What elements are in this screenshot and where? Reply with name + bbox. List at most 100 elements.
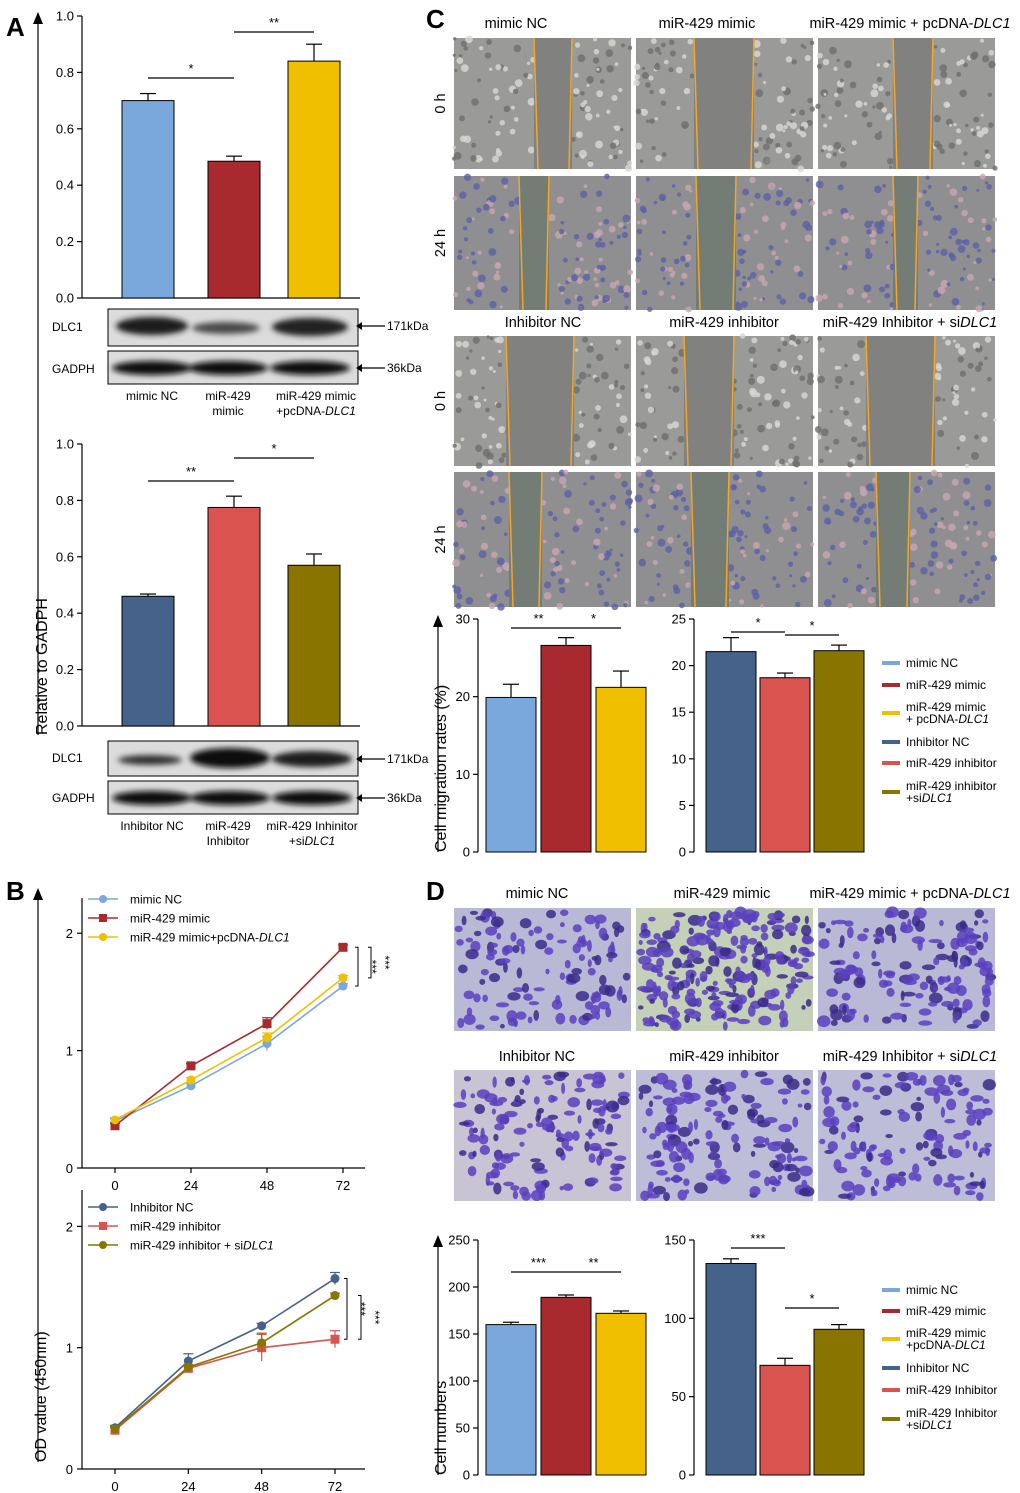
stained-cell	[643, 922, 648, 932]
cell	[870, 238, 877, 245]
cell	[488, 248, 497, 256]
cell	[676, 483, 684, 491]
cell	[833, 66, 838, 71]
cell	[807, 296, 815, 304]
cell	[949, 188, 958, 196]
stained-cell	[650, 1160, 665, 1167]
cell	[488, 366, 494, 371]
stained-cell	[740, 945, 747, 954]
cell	[799, 109, 806, 116]
cell	[966, 273, 974, 281]
stained-cell	[781, 1098, 788, 1105]
stained-cell	[605, 1142, 618, 1147]
stained-cell	[801, 1005, 806, 1010]
cell	[992, 165, 998, 171]
cell	[580, 91, 585, 96]
column-header: miR-429 mimic	[659, 16, 756, 32]
western-blot-top: DLC1 GADPH 171kDa 36kDa mimic NC miR-429m…	[52, 308, 429, 418]
cell	[805, 224, 813, 232]
cell	[595, 113, 600, 118]
stained-cell	[654, 1022, 659, 1028]
blot-top-gadph-label: GADPH	[52, 362, 95, 376]
stained-cell	[489, 972, 501, 983]
cell	[476, 207, 482, 213]
stained-cell	[972, 1019, 982, 1027]
blot-band	[190, 791, 270, 805]
cell	[793, 365, 802, 374]
cell	[928, 269, 935, 276]
cell	[782, 521, 791, 530]
stained-cell	[690, 950, 702, 959]
stained-cell	[914, 1173, 922, 1182]
cell	[808, 456, 812, 460]
cell	[984, 336, 992, 343]
y-tick-label: 50	[456, 1421, 470, 1436]
cell	[671, 421, 680, 429]
stained-cell	[707, 995, 720, 1001]
cell	[973, 594, 980, 601]
data-point	[330, 1274, 340, 1284]
stained-cell	[527, 1016, 533, 1024]
cell	[742, 188, 750, 196]
cell	[595, 140, 604, 149]
stained-cell	[605, 1006, 612, 1018]
significance-label: ***	[378, 956, 392, 970]
stained-cell	[836, 1166, 848, 1174]
cell	[594, 527, 601, 534]
cell	[979, 173, 986, 180]
cell	[982, 227, 986, 231]
cell	[498, 426, 506, 434]
cell	[479, 573, 484, 578]
cell	[498, 495, 506, 504]
cell	[783, 125, 788, 130]
cell	[623, 363, 630, 369]
cell	[500, 215, 506, 222]
cell	[460, 437, 465, 442]
cell	[550, 571, 556, 577]
cell	[953, 123, 957, 127]
cell	[851, 140, 857, 146]
stained-cell	[456, 938, 464, 946]
stained-cell	[574, 1087, 586, 1093]
stained-cell	[883, 980, 893, 987]
stained-cell	[673, 912, 686, 918]
cell	[737, 233, 742, 238]
cell	[976, 188, 980, 192]
y-tick-label: 1	[66, 1044, 73, 1059]
cell	[486, 470, 494, 478]
stained-cell	[872, 933, 883, 938]
legend-marker	[99, 895, 107, 903]
wound-edge-line	[505, 335, 511, 467]
stained-cell	[860, 1072, 873, 1080]
cell	[780, 221, 787, 228]
cell	[793, 455, 800, 462]
cell	[822, 211, 828, 217]
cell	[608, 154, 613, 160]
stained-cell	[899, 1002, 912, 1007]
cell	[789, 122, 798, 130]
cell	[741, 281, 748, 287]
cell	[564, 298, 571, 305]
cell	[683, 87, 691, 95]
cell	[795, 601, 801, 608]
stained-cell	[944, 1118, 956, 1124]
cell	[922, 230, 929, 237]
cell	[769, 132, 776, 140]
cell	[473, 183, 480, 190]
stained-cell	[966, 1101, 974, 1110]
cell	[749, 202, 754, 207]
stained-cell	[522, 983, 530, 993]
stained-cell	[533, 1096, 540, 1105]
cell	[883, 62, 890, 68]
stained-cell	[986, 967, 993, 977]
stained-cell	[760, 924, 768, 933]
stained-cell	[898, 1171, 907, 1177]
cell	[675, 66, 683, 74]
blot-band	[118, 755, 182, 765]
stained-cell	[725, 920, 735, 930]
blot-band	[272, 318, 348, 336]
wound-gap	[866, 336, 935, 466]
stained-cell	[688, 1010, 702, 1019]
cell	[870, 89, 879, 98]
